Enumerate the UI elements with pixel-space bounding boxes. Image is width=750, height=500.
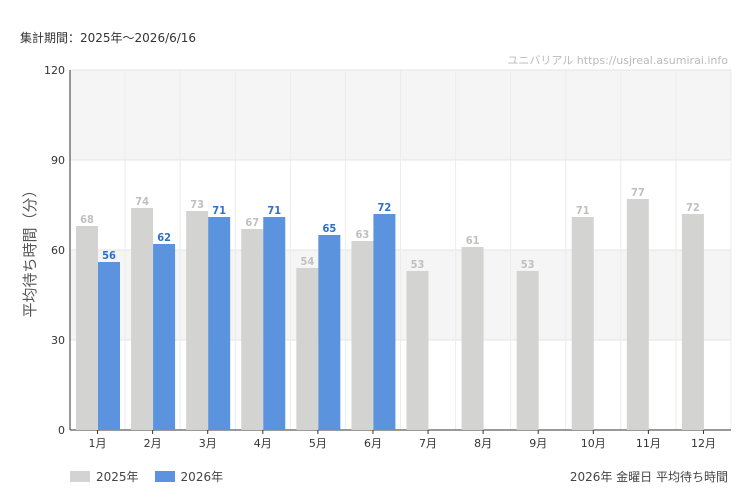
x-tick-label: 11月 [636,437,661,450]
x-tick-label: 10月 [581,437,606,450]
bar-2025年-2月 [131,208,154,430]
y-tick-label: 90 [51,154,65,167]
bar-2026年-5月 [318,235,341,430]
x-tick-label: 12月 [691,437,716,450]
x-tick-label: 6月 [364,437,382,450]
chart-subtitle: 2026年 金曜日 平均待ち時間 [569,470,728,484]
bar-2025年-4月 [241,229,264,430]
bar-2025年-8月 [461,247,484,430]
legend: 2025年 2026年 [70,468,239,485]
x-tick-label: 4月 [254,437,272,450]
bar-2026年-3月 [208,217,231,430]
data-label-2025年-10月: 71 [576,204,590,217]
x-tick-label: 5月 [309,437,327,450]
legend-label-2025: 2025年 [96,470,139,484]
data-label-2026年-1月: 56 [102,249,116,262]
bar-2026年-2月 [153,244,176,430]
bar-2025年-10月 [571,217,594,430]
data-label-2026年-5月: 65 [322,222,336,235]
legend-swatch-2025 [70,471,90,482]
legend-label-2026: 2026年 [180,470,224,484]
data-label-2025年-5月: 54 [300,255,314,268]
data-label-2025年-8月: 61 [466,234,480,247]
bar-2025年-12月 [681,214,704,430]
bar-2025年-11月 [626,199,649,430]
data-label-2025年-11月: 77 [631,186,645,199]
data-label-2025年-9月: 53 [521,258,535,271]
y-tick-label: 60 [51,244,65,257]
data-label-2025年-3月: 73 [190,198,204,211]
legend-item-2025[interactable]: 2025年 [70,468,139,485]
bar-2025年-7月 [406,271,429,430]
bar-2025年-6月 [351,241,374,430]
x-tick-label: 7月 [419,437,437,450]
x-tick-label: 1月 [89,437,107,450]
watermark: ユニバリアル https://usjreal.asumirai.info [507,54,728,67]
bar-2026年-6月 [373,214,396,430]
bar-2025年-9月 [516,271,539,430]
bar-2025年-3月 [186,211,209,430]
data-label-2025年-2月: 74 [135,195,149,208]
data-label-2025年-7月: 53 [411,258,425,271]
data-label-2026年-3月: 71 [212,204,226,217]
bar-2026年-4月 [263,217,286,430]
x-tick-label: 2月 [144,437,162,450]
data-label-2026年-2月: 62 [157,231,171,244]
y-tick-label: 30 [51,334,65,347]
x-tick-label: 9月 [529,437,547,450]
legend-item-2026[interactable]: 2026年 [154,468,224,485]
period-label: 集計期間：2025年～2026/6/16 [20,31,197,45]
data-label-2026年-6月: 72 [378,201,392,214]
data-label-2025年-1月: 68 [80,213,94,226]
bar-2025年-5月 [296,268,319,430]
x-tick-label: 8月 [474,437,492,450]
y-tick-label: 0 [58,424,65,437]
data-label-2025年-4月: 67 [245,216,259,229]
y-tick-label: 120 [44,64,65,77]
data-label-2026年-4月: 71 [267,204,281,217]
bar-2025年-1月 [76,226,98,430]
x-tick-label: 3月 [199,437,217,450]
data-label-2025年-12月: 72 [686,201,700,214]
data-label-2025年-6月: 63 [356,228,370,241]
legend-swatch-2026 [154,471,175,482]
y-axis-label: 平均待ち時間（分） [21,182,39,317]
bar-2026年-1月 [98,262,120,430]
